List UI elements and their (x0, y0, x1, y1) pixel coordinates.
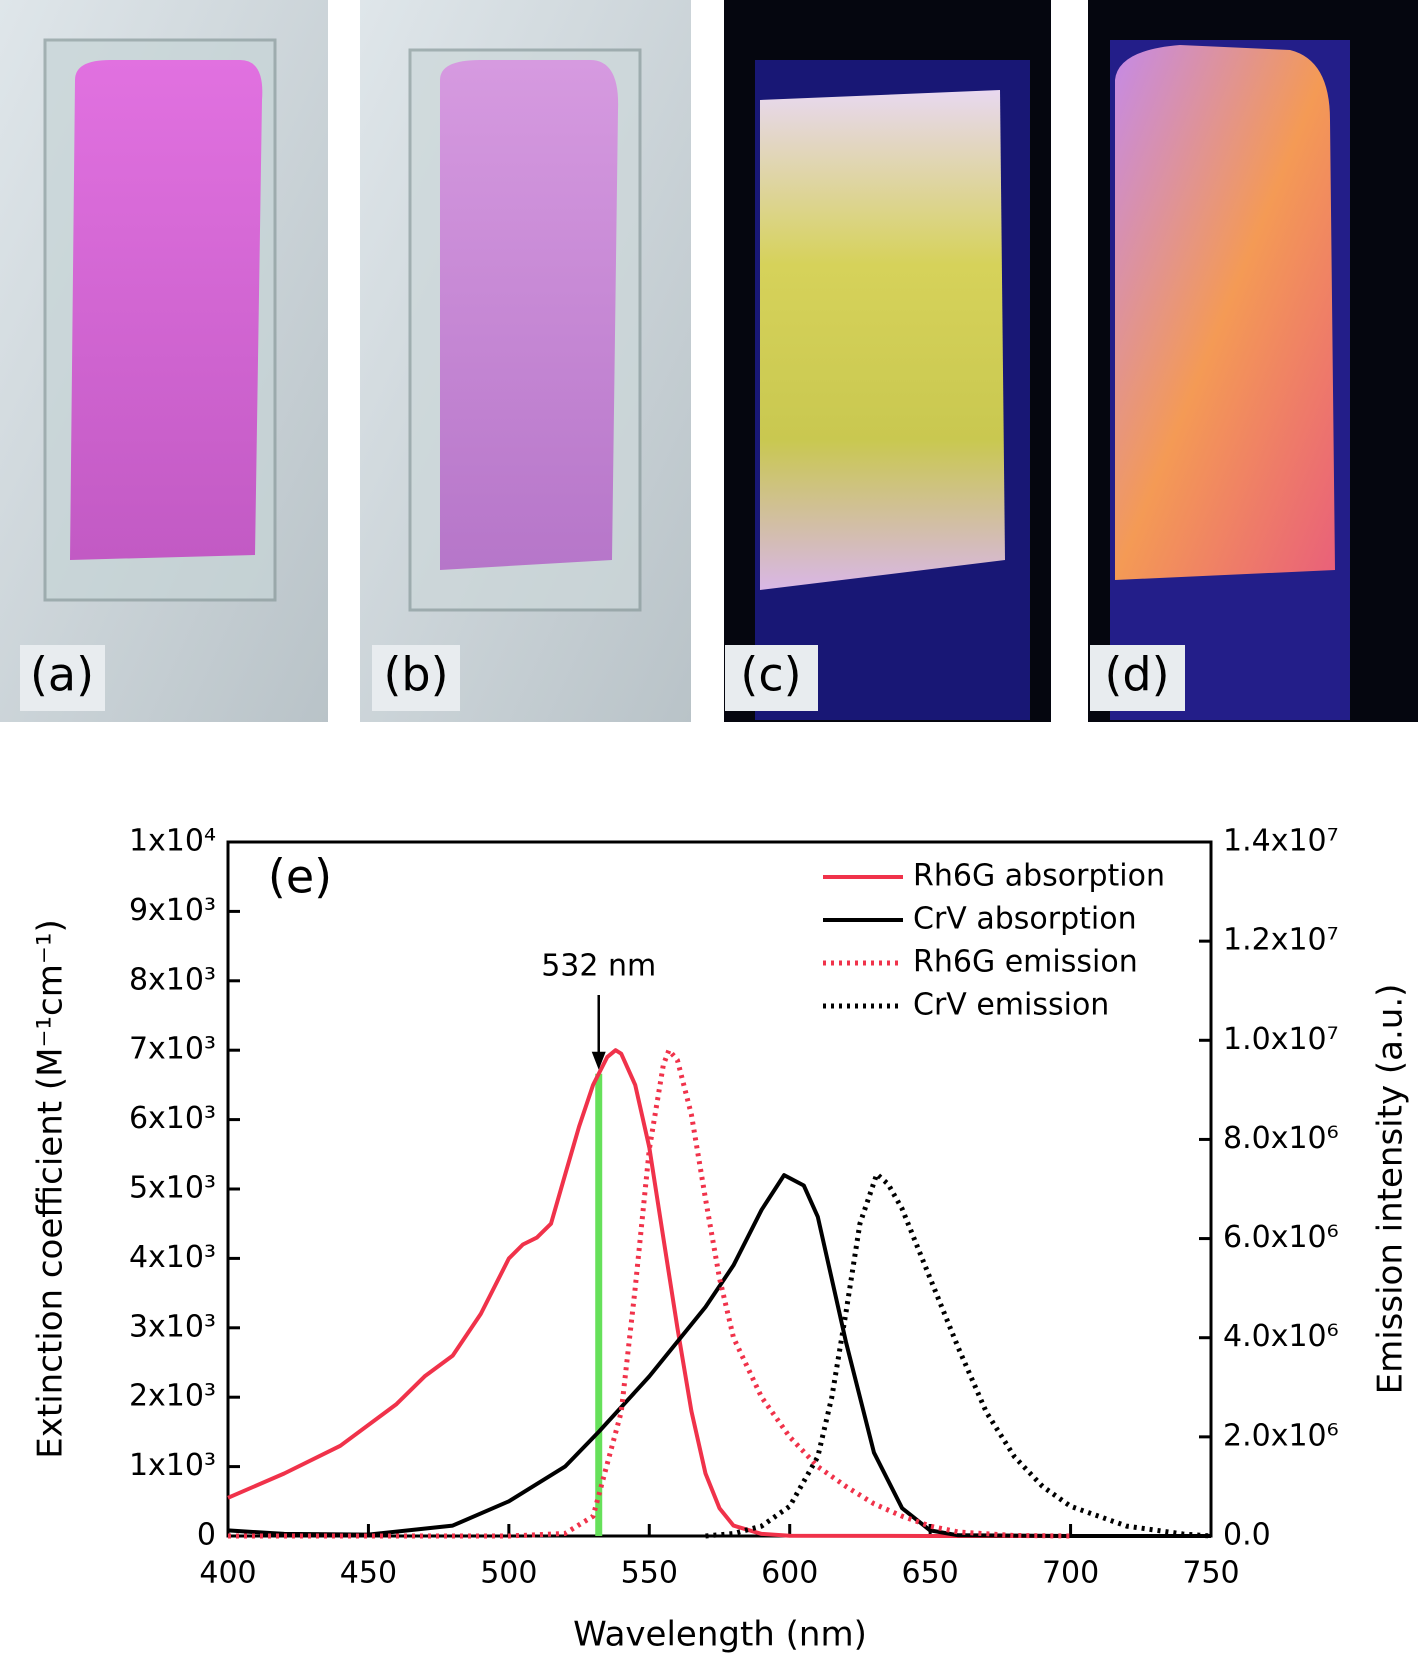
y2-tick-label: 1.2x10⁷ (1223, 923, 1339, 958)
series-line (227, 1048, 1211, 1538)
annotation-arrowhead (591, 1051, 606, 1070)
panel-label: (c) (740, 648, 801, 702)
x-tick-label: 750 (1182, 1556, 1239, 1591)
x-tick-label: 500 (480, 1556, 537, 1591)
y-tick-label: 1x10⁴ (129, 824, 216, 859)
chart-title: (e) (268, 850, 332, 904)
x-tick-label: 700 (1042, 1556, 1099, 1591)
photo-a (0, 0, 328, 722)
x-tick-label: 550 (621, 1556, 678, 1591)
panel-label: (a) (30, 648, 94, 702)
y2-tick-label: 2.0x10⁶ (1223, 1418, 1339, 1453)
y2-tick-label: 4.0x10⁶ (1223, 1319, 1339, 1354)
annotation: 532 nm (541, 949, 656, 984)
series-line (227, 1173, 1211, 1538)
y2-tick-label: 1.4x10⁷ (1223, 824, 1339, 859)
y2-tick-label: 0.0 (1223, 1518, 1271, 1553)
y-tick-label: 9x10³ (129, 893, 216, 928)
y-tick-label: 1x10³ (129, 1448, 216, 1483)
series-line (228, 1047, 1071, 1539)
y-tick-label: 2x10³ (129, 1379, 216, 1414)
y-axis-label: Extinction coefficient (M⁻¹cm⁻¹) (31, 919, 71, 1458)
panel-label: (d) (1104, 648, 1169, 702)
legend-label: CrV emission (913, 988, 1109, 1023)
y-tick-label: 7x10³ (129, 1032, 216, 1067)
y-tick-label: 3x10³ (129, 1309, 216, 1344)
y2-axis-label: Emission intensity (a.u.) (1371, 984, 1411, 1395)
panel-label: (b) (383, 648, 448, 702)
y-tick-label: 4x10³ (129, 1240, 216, 1275)
series-line (705, 1171, 1212, 1539)
legend-label: Rh6G absorption (913, 859, 1165, 894)
y2-tick-label: 1.0x10⁷ (1223, 1022, 1339, 1057)
y-tick-label: 5x10³ (129, 1171, 216, 1206)
x-tick-label: 450 (340, 1556, 397, 1591)
legend-label: Rh6G emission (913, 945, 1138, 980)
x-axis-label: Wavelength (nm) (573, 1615, 867, 1655)
y-tick-label: 8x10³ (129, 962, 216, 997)
photo-b (360, 0, 691, 722)
photo-c (724, 0, 1051, 722)
x-tick-label: 600 (761, 1556, 818, 1591)
x-tick-label: 650 (902, 1556, 959, 1591)
x-tick-label: 400 (199, 1556, 256, 1591)
y-tick-label: 0 (197, 1518, 216, 1553)
legend-label: CrV absorption (913, 902, 1137, 937)
y2-tick-label: 8.0x10⁶ (1223, 1121, 1339, 1156)
y2-tick-label: 6.0x10⁶ (1223, 1220, 1339, 1255)
photo-d (1088, 0, 1418, 722)
y-tick-label: 6x10³ (129, 1101, 216, 1136)
